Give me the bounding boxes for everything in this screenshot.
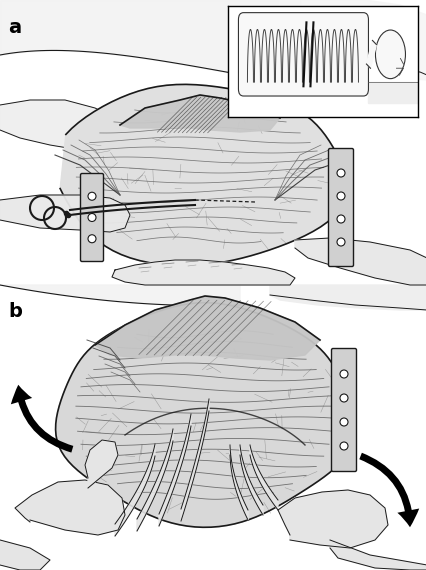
Circle shape [336, 238, 344, 246]
Polygon shape [85, 440, 118, 488]
Polygon shape [158, 414, 190, 526]
FancyArrowPatch shape [358, 453, 418, 527]
Polygon shape [279, 0, 426, 80]
FancyBboxPatch shape [238, 13, 368, 96]
Polygon shape [15, 480, 125, 535]
Text: b: b [8, 302, 22, 321]
Polygon shape [112, 260, 294, 285]
Circle shape [339, 370, 347, 378]
Text: a: a [8, 18, 21, 37]
Polygon shape [60, 84, 346, 266]
Polygon shape [0, 100, 125, 150]
Circle shape [336, 192, 344, 200]
Circle shape [339, 394, 347, 402]
Polygon shape [120, 95, 279, 132]
Polygon shape [294, 238, 426, 285]
Polygon shape [0, 195, 130, 232]
Polygon shape [329, 540, 426, 570]
Circle shape [88, 214, 96, 222]
Circle shape [339, 442, 347, 450]
Polygon shape [277, 490, 387, 548]
Polygon shape [181, 399, 208, 521]
FancyBboxPatch shape [328, 149, 353, 267]
Circle shape [88, 192, 96, 200]
Polygon shape [137, 429, 173, 531]
Polygon shape [368, 82, 417, 103]
Polygon shape [249, 445, 277, 510]
Polygon shape [366, 40, 376, 68]
Polygon shape [115, 444, 155, 536]
Ellipse shape [374, 30, 405, 79]
Polygon shape [239, 445, 262, 515]
Bar [0, 285, 426, 570]
FancyArrowPatch shape [11, 385, 73, 453]
Circle shape [336, 169, 344, 177]
Polygon shape [95, 296, 319, 360]
Polygon shape [55, 303, 354, 527]
Polygon shape [230, 445, 248, 520]
FancyBboxPatch shape [331, 348, 356, 471]
Circle shape [339, 418, 347, 426]
Polygon shape [0, 540, 50, 570]
Polygon shape [0, 285, 239, 306]
Polygon shape [269, 285, 426, 310]
Circle shape [336, 215, 344, 223]
Circle shape [88, 235, 96, 243]
FancyBboxPatch shape [81, 173, 103, 262]
